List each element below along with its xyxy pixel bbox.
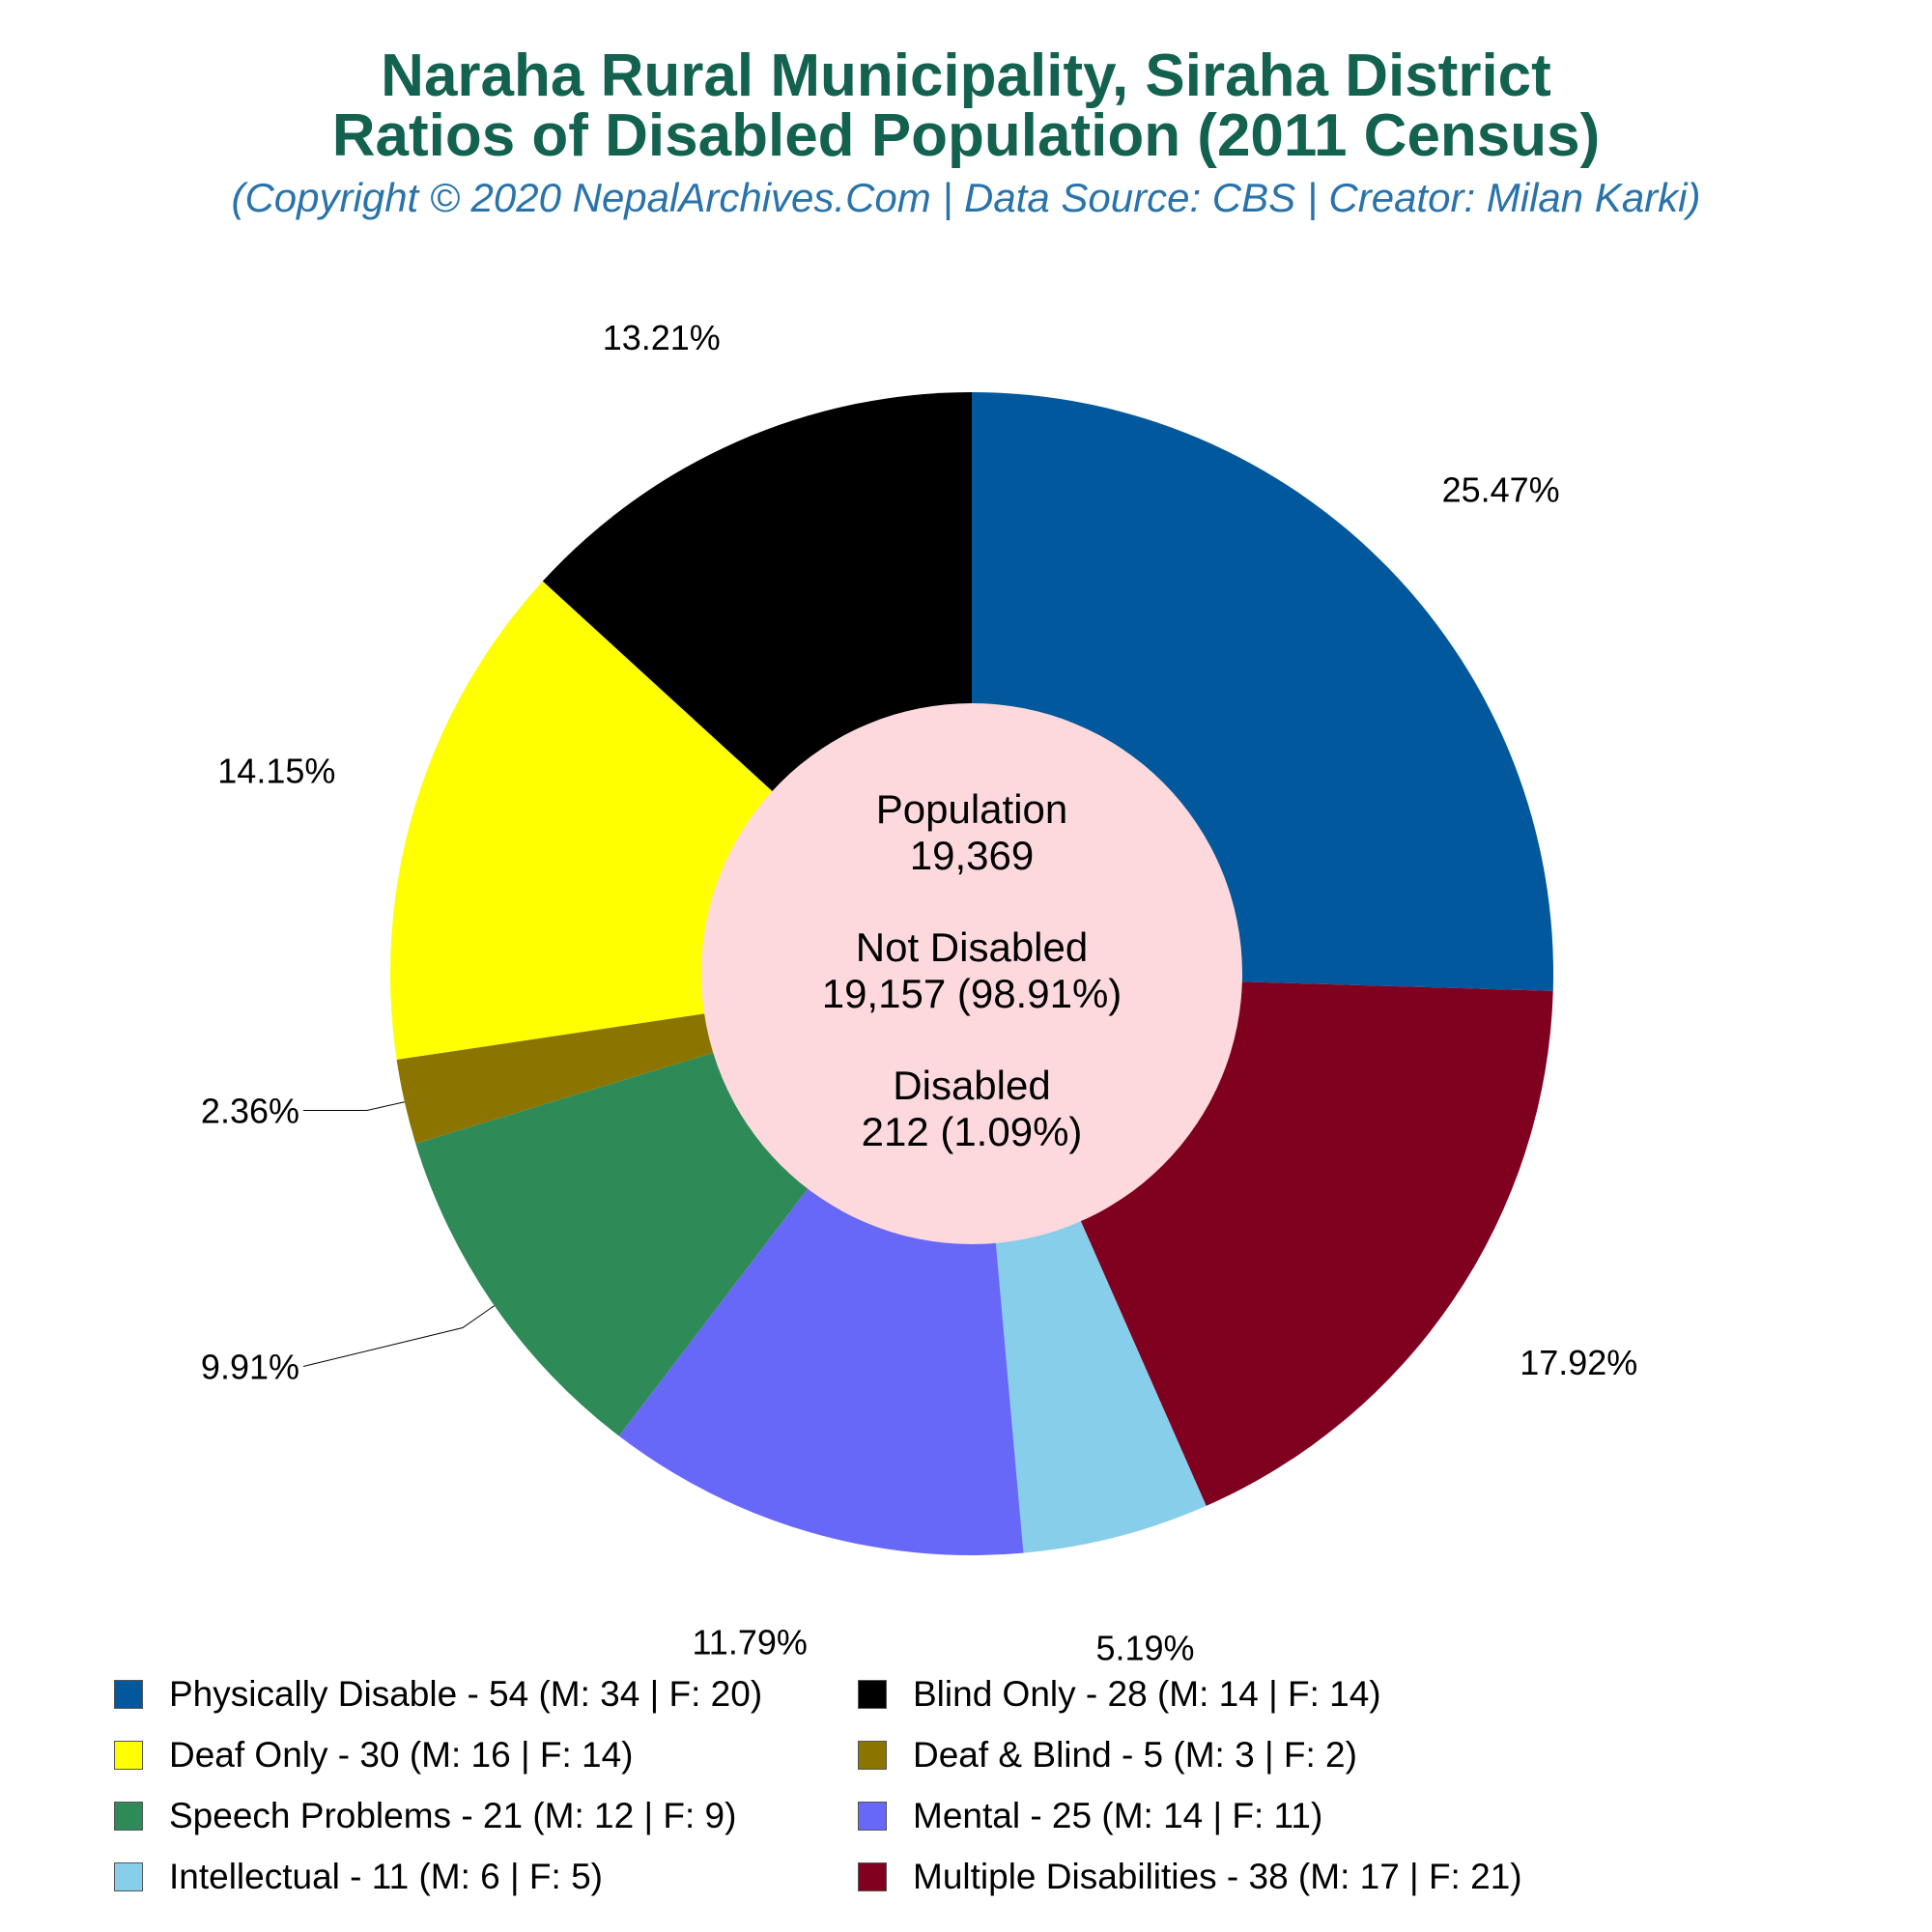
legend-label: Physically Disable - 54 (M: 34 | F: 20) [169, 1674, 763, 1714]
legend-label: Deaf & Blind - 5 (M: 3 | F: 2) [913, 1735, 1357, 1775]
legend-item: Physically Disable - 54 (M: 34 | F: 20) [114, 1674, 858, 1715]
legend-label: Deaf Only - 30 (M: 16 | F: 14) [169, 1735, 634, 1775]
legend-item: Intellectual - 11 (M: 6 | F: 5) [114, 1857, 858, 1897]
legend-item: Speech Problems - 21 (M: 12 | F: 9) [114, 1796, 858, 1836]
legend-label: Speech Problems - 21 (M: 12 | F: 9) [169, 1796, 737, 1835]
legend-swatch [858, 1802, 887, 1831]
legend-swatch [858, 1862, 887, 1891]
center-text: Population 19,369 Not Disabled 19,157 (9… [822, 786, 1122, 1154]
pie-slices [390, 392, 1554, 1555]
percent-labels: 25.47% 17.92% 5.19% 11.79% 9.91% 2.36% 14.15% 1… [201, 318, 1637, 1667]
percent-label: 2.36% [201, 1092, 299, 1131]
label-leader-lines [302, 1101, 495, 1367]
legend-item: Deaf Only - 30 (M: 16 | F: 14) [114, 1735, 858, 1776]
center-not-disabled-label: Not Disabled [856, 924, 1088, 970]
legend-swatch [114, 1802, 143, 1831]
center-not-disabled-value: 19,157 (98.91%) [822, 971, 1122, 1016]
center-disabled-value: 212 (1.09%) [862, 1109, 1083, 1154]
chart-title-line-1: Naraha Rural Municipality, Siraha Distri… [381, 43, 1551, 109]
center-population-value: 19,369 [910, 833, 1034, 878]
legend-item: Mental - 25 (M: 14 | F: 11) [858, 1796, 1727, 1836]
percent-label: 25.47% [1442, 470, 1560, 510]
percent-label: 17.92% [1520, 1343, 1637, 1382]
legend-label: Blind Only - 28 (M: 14 | F: 14) [913, 1674, 1381, 1714]
percent-label: 11.79% [692, 1623, 807, 1662]
percent-label: 14.15% [217, 752, 335, 791]
percent-label: 13.21% [603, 318, 721, 357]
chart-title-line-2: Ratios of Disabled Population (2011 Cens… [331, 102, 1601, 169]
center-disabled-label: Disabled [893, 1063, 1050, 1108]
chart-legend: Physically Disable - 54 (M: 34 | F: 20) B… [114, 1674, 1853, 1897]
chart-subtitle: (Copyright © 2020 NepalArchives.Com | Da… [231, 175, 1701, 220]
leader-line [302, 1305, 495, 1367]
legend-swatch [114, 1741, 143, 1770]
legend-item: Blind Only - 28 (M: 14 | F: 14) [858, 1674, 1727, 1715]
center-circle [701, 703, 1242, 1244]
legend-label: Intellectual - 11 (M: 6 | F: 5) [169, 1857, 603, 1896]
percent-label: 5.19% [1095, 1628, 1194, 1667]
legend-swatch [114, 1862, 143, 1891]
percent-label: 9.91% [201, 1348, 299, 1387]
legend-item: Multiple Disabilities - 38 (M: 17 | F: 2… [858, 1857, 1727, 1897]
center-population-label: Population [876, 786, 1068, 832]
legend-item: Deaf & Blind - 5 (M: 3 | F: 2) [858, 1735, 1727, 1776]
legend-swatch [858, 1741, 887, 1770]
legend-label: Mental - 25 (M: 14 | F: 11) [913, 1796, 1323, 1835]
legend-swatch [114, 1680, 143, 1709]
leader-line [302, 1101, 405, 1112]
legend-label: Multiple Disabilities - 38 (M: 17 | F: 2… [913, 1857, 1522, 1896]
legend-swatch [858, 1680, 887, 1709]
